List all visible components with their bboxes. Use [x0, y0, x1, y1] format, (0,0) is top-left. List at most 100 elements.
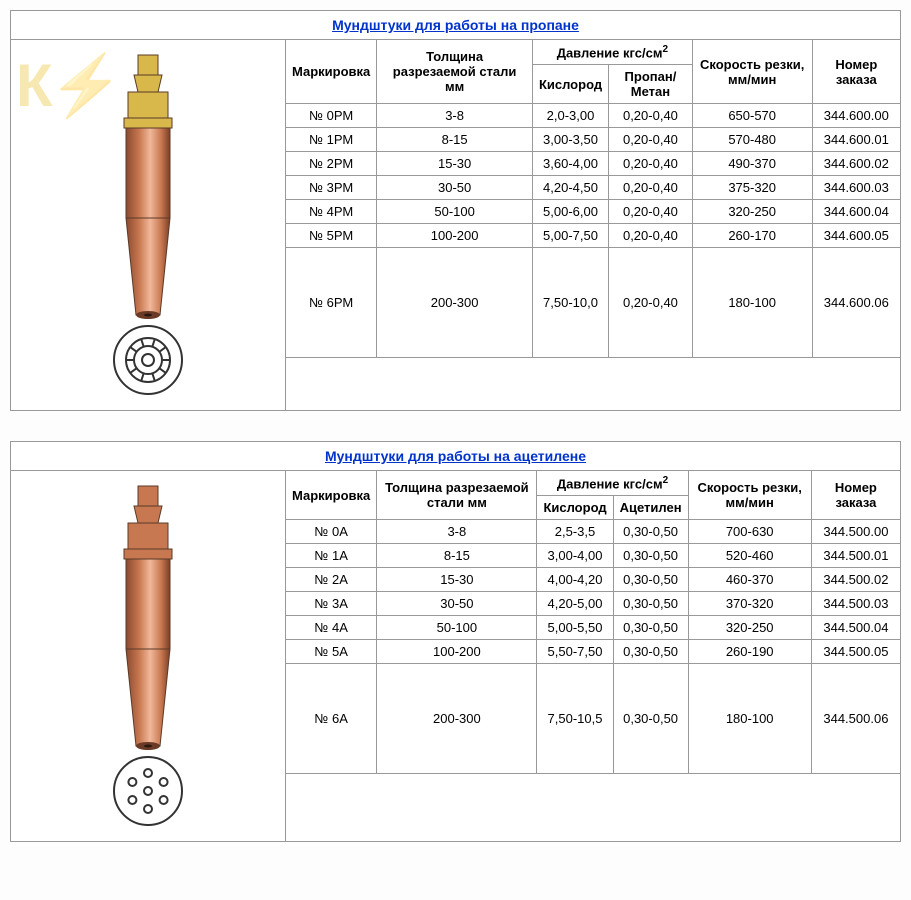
- cell-marking: № 2РМ: [286, 152, 377, 176]
- th-marking: Маркировка: [286, 40, 377, 104]
- cell-oxygen: 5,50-7,50: [537, 640, 613, 664]
- cell-marking: № 6РМ: [286, 248, 377, 358]
- cell-gas: 0,20-0,40: [609, 200, 693, 224]
- cell-marking: № 6А: [286, 664, 377, 774]
- cell-gas: 0,30-0,50: [613, 664, 688, 774]
- cell-speed: 520-460: [688, 544, 811, 568]
- cell-order: 344.500.01: [811, 544, 900, 568]
- cell-oxygen: 5,00-6,00: [532, 200, 608, 224]
- cell-order: 344.500.00: [811, 520, 900, 544]
- table-row: № 3РМ 30-50 4,20-4,50 0,20-0,40 375-320 …: [286, 176, 900, 200]
- cell-gas: 0,30-0,50: [613, 592, 688, 616]
- cell-oxygen: 5,00-7,50: [532, 224, 608, 248]
- cell-oxygen: 4,00-4,20: [537, 568, 613, 592]
- cell-speed: 700-630: [688, 520, 811, 544]
- cell-thickness: 3-8: [377, 520, 537, 544]
- cell-gas: 0,20-0,40: [609, 152, 693, 176]
- th-order: Номер заказа: [811, 471, 900, 520]
- th-marking: Маркировка: [286, 471, 377, 520]
- cell-gas: 0,30-0,50: [613, 616, 688, 640]
- cell-order: 344.600.01: [812, 128, 900, 152]
- cell-order: 344.500.06: [811, 664, 900, 774]
- cell-marking: № 2А: [286, 568, 377, 592]
- panel-title: Мундштуки для работы на пропане: [11, 11, 900, 40]
- cell-thickness: 3-8: [377, 104, 533, 128]
- cell-gas: 0,30-0,50: [613, 640, 688, 664]
- table-row: № 2РМ 15-30 3,60-4,00 0,20-0,40 490-370 …: [286, 152, 900, 176]
- cell-gas: 0,20-0,40: [609, 248, 693, 358]
- cell-speed: 370-320: [688, 592, 811, 616]
- cell-thickness: 15-30: [377, 568, 537, 592]
- table-row: № 6А 200-300 7,50-10,5 0,30-0,50 180-100…: [286, 664, 900, 774]
- cell-oxygen: 3,60-4,00: [532, 152, 608, 176]
- cell-gas: 0,20-0,40: [609, 104, 693, 128]
- spec-table: Маркировка Толщина разрезаемой стали мм …: [286, 40, 900, 358]
- table-row: № 1А 8-15 3,00-4,00 0,30-0,50 520-460 34…: [286, 544, 900, 568]
- cell-marking: № 4РМ: [286, 200, 377, 224]
- cell-order: 344.600.02: [812, 152, 900, 176]
- cell-speed: 180-100: [688, 664, 811, 774]
- cell-oxygen: 5,00-5,50: [537, 616, 613, 640]
- cell-speed: 460-370: [688, 568, 811, 592]
- panel-title-link[interactable]: Мундштуки для работы на пропане: [332, 17, 579, 33]
- spec-table: Маркировка Толщина разрезаемой стали мм …: [286, 471, 900, 774]
- th-order: Номер заказа: [812, 40, 900, 104]
- cell-speed: 320-250: [692, 200, 812, 224]
- cell-marking: № 5РМ: [286, 224, 377, 248]
- table-row: № 4РМ 50-100 5,00-6,00 0,20-0,40 320-250…: [286, 200, 900, 224]
- cell-order: 344.500.02: [811, 568, 900, 592]
- cell-thickness: 15-30: [377, 152, 533, 176]
- cell-speed: 180-100: [692, 248, 812, 358]
- th-pressure: Давление кгс/см2: [537, 471, 688, 496]
- cell-gas: 0,30-0,50: [613, 568, 688, 592]
- cell-oxygen: 2,5-3,5: [537, 520, 613, 544]
- nozzle-illustration: [88, 481, 208, 831]
- cell-marking: № 3А: [286, 592, 377, 616]
- table-row: № 5А 100-200 5,50-7,50 0,30-0,50 260-190…: [286, 640, 900, 664]
- spec-panel: Мундштуки для работы на пропане К⚡: [10, 10, 901, 411]
- table-row: № 2А 15-30 4,00-4,20 0,30-0,50 460-370 3…: [286, 568, 900, 592]
- cell-gas: 0,30-0,50: [613, 544, 688, 568]
- image-column: [11, 471, 286, 841]
- cell-marking: № 0А: [286, 520, 377, 544]
- spec-panel: Мундштуки для работы на ацетилене: [10, 441, 901, 842]
- cell-thickness: 200-300: [377, 664, 537, 774]
- cell-marking: № 1А: [286, 544, 377, 568]
- cell-gas: 0,30-0,50: [613, 520, 688, 544]
- cell-gas: 0,20-0,40: [609, 224, 693, 248]
- cell-order: 344.600.04: [812, 200, 900, 224]
- cell-speed: 570-480: [692, 128, 812, 152]
- th-speed: Скорость резки, мм/мин: [688, 471, 811, 520]
- cell-gas: 0,20-0,40: [609, 176, 693, 200]
- cell-marking: № 1РМ: [286, 128, 377, 152]
- cell-oxygen: 7,50-10,5: [537, 664, 613, 774]
- cell-thickness: 200-300: [377, 248, 533, 358]
- cell-speed: 260-170: [692, 224, 812, 248]
- panel-title-link[interactable]: Мундштуки для работы на ацетилене: [325, 448, 586, 464]
- th-thickness: Толщина разрезаемой стали мм: [377, 471, 537, 520]
- cell-speed: 260-190: [688, 640, 811, 664]
- th-gas: Ацетилен: [613, 496, 688, 520]
- table-row: № 4А 50-100 5,00-5,50 0,30-0,50 320-250 …: [286, 616, 900, 640]
- th-oxygen: Кислород: [532, 65, 608, 104]
- cell-marking: № 4А: [286, 616, 377, 640]
- table-row: № 0РМ 3-8 2,0-3,00 0,20-0,40 650-570 344…: [286, 104, 900, 128]
- table-row: № 3А 30-50 4,20-5,00 0,30-0,50 370-320 3…: [286, 592, 900, 616]
- cell-speed: 490-370: [692, 152, 812, 176]
- cell-order: 344.500.03: [811, 592, 900, 616]
- th-oxygen: Кислород: [537, 496, 613, 520]
- cell-order: 344.600.06: [812, 248, 900, 358]
- cell-thickness: 100-200: [377, 224, 533, 248]
- th-pressure: Давление кгс/см2: [532, 40, 692, 65]
- cell-order: 344.600.05: [812, 224, 900, 248]
- cell-thickness: 100-200: [377, 640, 537, 664]
- cell-speed: 375-320: [692, 176, 812, 200]
- cell-oxygen: 3,00-4,00: [537, 544, 613, 568]
- table-row: № 1РМ 8-15 3,00-3,50 0,20-0,40 570-480 3…: [286, 128, 900, 152]
- cell-marking: № 0РМ: [286, 104, 377, 128]
- cell-oxygen: 3,00-3,50: [532, 128, 608, 152]
- nozzle-illustration: [88, 50, 208, 400]
- cell-order: 344.600.00: [812, 104, 900, 128]
- table-row: № 5РМ 100-200 5,00-7,50 0,20-0,40 260-17…: [286, 224, 900, 248]
- cell-oxygen: 2,0-3,00: [532, 104, 608, 128]
